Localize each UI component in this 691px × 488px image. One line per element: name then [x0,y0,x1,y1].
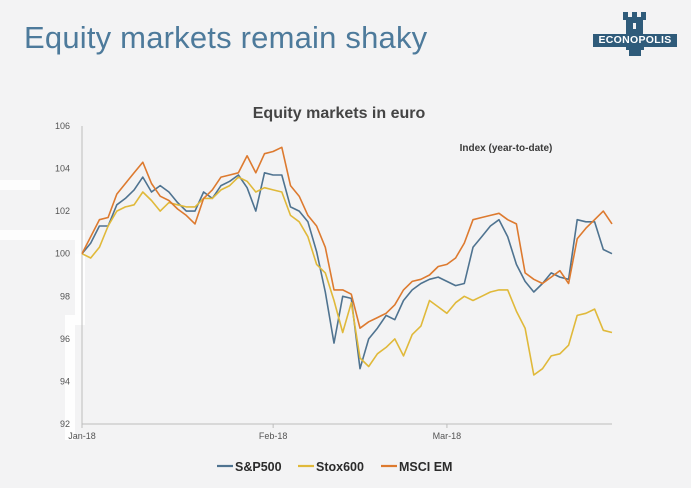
slide-title: Equity markets remain shaky [24,20,428,55]
legend-label-stox600: Stox600 [316,460,364,474]
series-line-stox600 [81,176,613,376]
y-tick-label: 92 [60,419,70,429]
castle-tower-icon [623,12,646,56]
series-line-msci-em [81,146,613,330]
y-tick-label: 104 [55,164,70,174]
y-tick-label: 94 [60,376,70,386]
decorative-tower-outline [0,180,85,440]
econopolis-logo: ECONOPOLIS [593,10,677,58]
legend-label-sp500: S&P500 [235,460,282,474]
logo-wordmark: ECONOPOLIS [593,34,677,47]
y-tick-label: 106 [55,121,70,131]
x-tick-label: Jan-18 [68,431,96,441]
y-tick-labels: 92 94 96 98 100 102 104 106 [55,121,70,429]
y-tick-label: 102 [55,206,70,216]
y-tick-label: 98 [60,291,70,301]
chart-legend: S&P500 Stox600 MSCI EM [217,460,452,474]
series-line-s-p500 [81,172,613,370]
chart-title: Equity markets in euro [253,105,426,122]
x-tick-label: Feb-18 [259,431,288,441]
chart-annotation: Index (year-to-date) [460,143,553,154]
legend-label-msci-em: MSCI EM [399,460,452,474]
x-tick-label: Mar-18 [433,431,462,441]
y-tick-label: 100 [55,249,70,259]
y-tick-label: 96 [60,334,70,344]
series-lines [81,146,613,376]
x-tick-labels: Jan-18 Feb-18 Mar-18 [68,424,461,441]
